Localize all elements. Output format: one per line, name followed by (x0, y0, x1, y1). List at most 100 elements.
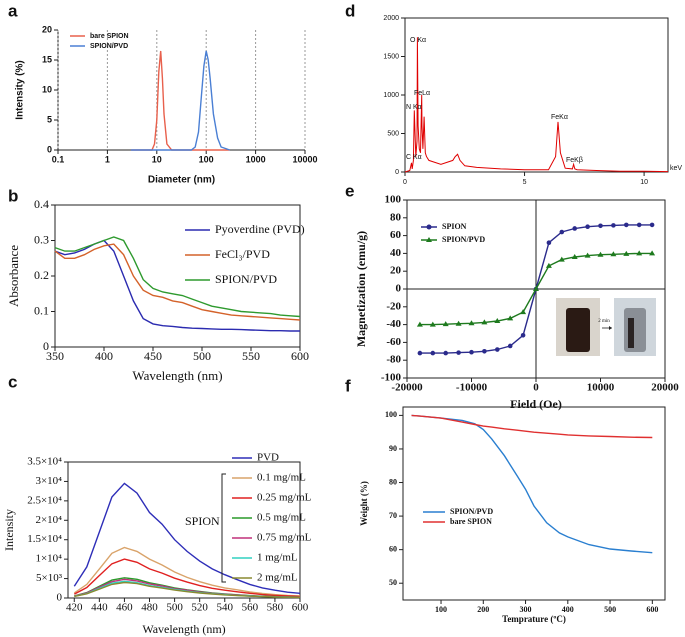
y-tick-label: 60 (390, 229, 402, 241)
y-tick-label: 5 (47, 114, 52, 124)
inset-photos (556, 298, 656, 356)
legend-label: FeCl₃/PVD (215, 247, 270, 261)
legend-bracket (221, 473, 226, 583)
x-tick-label: 460 (116, 602, 133, 614)
marker (636, 222, 642, 228)
series-line (54, 243, 301, 321)
panel-label: e (345, 181, 354, 200)
y-tick-label: 50 (389, 578, 397, 587)
marker (571, 253, 578, 259)
marker (545, 262, 552, 268)
y-tick-label: 70 (389, 511, 397, 520)
y-tick-label: -20 (386, 300, 401, 312)
marker (442, 321, 449, 327)
x-axis-label: Field (Oe) (510, 397, 562, 411)
marker (417, 350, 423, 356)
y-tick-label: 0.1 (34, 303, 49, 317)
vial (566, 308, 590, 352)
marker (455, 320, 462, 326)
legend-label: 0.25 mg/mL (257, 492, 312, 504)
x-tick-label: 450 (144, 349, 162, 363)
plot-frame (404, 17, 669, 173)
annotation: C Kα (406, 154, 422, 161)
annotation: 2 min (598, 319, 610, 324)
x-tick-label: 480 (141, 602, 158, 614)
legend-marker (426, 224, 432, 230)
x-tick-label: 500 (604, 605, 616, 614)
legend-label: SPION/PVD (90, 43, 128, 50)
marker (636, 250, 643, 256)
marker (546, 240, 552, 246)
y-axis-label: Magnetization (emu/g) (354, 231, 368, 347)
series-line (411, 414, 653, 554)
x-tick-label: 10 (152, 154, 162, 164)
marker (558, 256, 565, 262)
y-tick-label: 5×10³ (36, 572, 63, 584)
legend-label: 0.1 mg/mL (257, 472, 306, 484)
series-line (404, 37, 669, 173)
legend-marker (426, 237, 432, 242)
panel-label: a (8, 1, 18, 20)
marker (533, 286, 539, 291)
marker (572, 226, 577, 231)
legend-label: SPION/PVD (450, 507, 493, 516)
legend-label: 0.5 mg/mL (257, 512, 306, 524)
x-tick-label: 520 (191, 602, 208, 614)
x-tick-label: 100 (199, 154, 214, 164)
panel-label: d (345, 1, 355, 20)
panel: a 0.1 1 10 100 1000 10000 0 5 10 15 20 Diameter (nm)… (8, 1, 318, 185)
y-tick-label: 0 (395, 169, 399, 176)
x-tick-label: 500 (193, 349, 211, 363)
marker (469, 349, 474, 355)
annotation: N Kα (406, 104, 422, 111)
y-tick-label: 3.5×10⁴ (27, 456, 62, 468)
marker (624, 222, 629, 228)
x-axis-label: Diameter (nm) (148, 175, 215, 186)
x-tick-label: 10000 (587, 382, 615, 394)
y-tick-label: 40 (390, 247, 402, 259)
legend-label: bare SPION (450, 517, 492, 526)
marker (611, 223, 616, 228)
x-tick-label: 560 (242, 602, 259, 614)
x-tick-label: -20000 (391, 382, 423, 394)
marker (494, 318, 501, 324)
x-tick-label: 0 (533, 382, 539, 394)
y-tick-label: 0 (396, 283, 402, 295)
panel-label: c (8, 372, 17, 391)
y-tick-label: 60 (389, 544, 397, 553)
series-line (54, 236, 301, 318)
y-tick-label: 0.2 (34, 268, 49, 282)
annotation: O Kα (410, 37, 426, 44)
legend-label: 1 mg/mL (257, 552, 298, 564)
x-tick-label: 440 (91, 602, 108, 614)
x-tick-label: 600 (646, 605, 658, 614)
x-tick-label: 5 (523, 179, 527, 186)
y-tick-label: -60 (386, 336, 401, 348)
marker (495, 347, 500, 352)
legend-label: SPION/PVD (442, 235, 485, 244)
plot-frame (402, 406, 666, 601)
y-tick-label: 0 (47, 144, 52, 154)
x-tick-label: 20000 (651, 382, 679, 394)
marker (597, 251, 604, 257)
y-tick-label: -40 (386, 318, 401, 330)
y-tick-label: 20 (42, 24, 52, 34)
vial (628, 318, 634, 348)
legend-label: SPION/PVD (215, 272, 277, 286)
x-axis-label: keV (670, 165, 682, 172)
y-tick-label: 2×10⁴ (35, 514, 62, 526)
x-tick-label: 400 (95, 349, 113, 363)
y-tick-label: 100 (385, 410, 397, 419)
series-line (73, 482, 301, 594)
panel-label: b (8, 186, 18, 205)
vial (624, 308, 646, 352)
annotation: FeKβ (566, 157, 583, 164)
x-tick-label: 600 (292, 602, 309, 614)
annotation: SPION (185, 514, 220, 528)
legend-label: PVD (257, 452, 279, 464)
y-tick-label: 100 (385, 194, 402, 206)
panel: d 0 5 10 0 500 1000 1500 2000 keV O Kα FeLα N Kα C Kα… (345, 1, 682, 185)
x-tick-label: 1 (105, 154, 110, 164)
series-line (131, 50, 230, 151)
